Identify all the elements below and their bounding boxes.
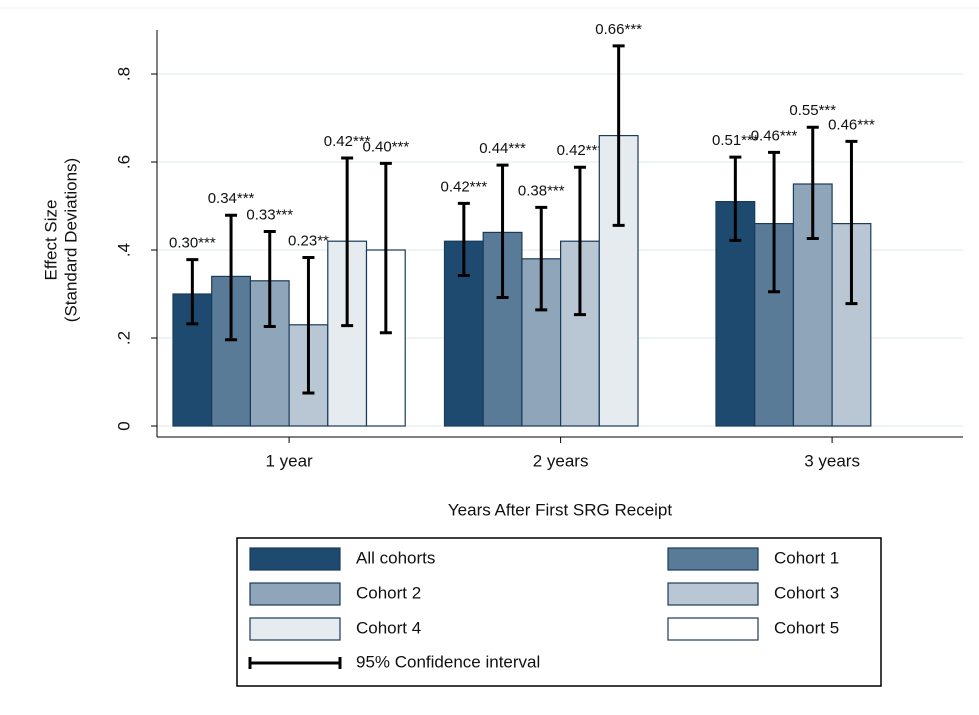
error-bar bbox=[379, 161, 392, 335]
legend-label: Cohort 1 bbox=[774, 548, 839, 567]
error-bar bbox=[729, 155, 742, 242]
error-bar bbox=[457, 201, 470, 278]
error-bar bbox=[263, 230, 276, 329]
legend-ci-symbol bbox=[248, 657, 342, 669]
x-axis-title: Years After First SRG Receipt bbox=[448, 500, 673, 519]
legend-label: Cohort 3 bbox=[774, 583, 839, 602]
error-bar bbox=[806, 125, 819, 241]
y-axis-title: Effect Size bbox=[41, 200, 60, 281]
legend-swatch bbox=[667, 547, 759, 571]
y-tick-label: 0 bbox=[114, 421, 133, 430]
legend-swatch bbox=[667, 582, 759, 606]
legend-label: Cohort 5 bbox=[774, 618, 839, 637]
error-bar bbox=[612, 44, 625, 227]
value-label: 0.33*** bbox=[246, 206, 293, 223]
value-label: 0.42*** bbox=[557, 142, 604, 159]
error-bar bbox=[341, 156, 354, 328]
y-tick-label: .4 bbox=[114, 243, 133, 257]
value-label: 0.46*** bbox=[751, 127, 798, 144]
value-label: 0.66*** bbox=[595, 21, 642, 38]
error-bar bbox=[302, 255, 315, 395]
value-label: 0.23** bbox=[288, 232, 329, 249]
x-tick-label: 3 years bbox=[804, 451, 860, 470]
legend-swatch bbox=[249, 582, 341, 606]
y-axis-title: (Standard Deviations) bbox=[61, 158, 80, 322]
value-label: 0.40*** bbox=[362, 138, 409, 155]
error-bar bbox=[845, 139, 858, 306]
legend-swatch bbox=[249, 547, 341, 571]
error-bar bbox=[225, 213, 238, 342]
y-tick-label: .2 bbox=[114, 331, 133, 345]
error-bar bbox=[186, 258, 199, 326]
value-label: 0.55*** bbox=[789, 102, 836, 119]
value-label: 0.44*** bbox=[479, 140, 526, 157]
error-bar bbox=[573, 165, 586, 317]
value-label: 0.42*** bbox=[324, 133, 371, 150]
value-label: 0.51*** bbox=[712, 132, 759, 149]
value-label: 0.34*** bbox=[208, 190, 255, 207]
error-bar bbox=[535, 205, 548, 312]
value-label: 0.30*** bbox=[169, 235, 216, 252]
legend-swatch bbox=[667, 617, 759, 641]
legend-swatch bbox=[249, 617, 341, 641]
legend-box bbox=[236, 537, 882, 687]
value-label: 0.46*** bbox=[828, 116, 875, 133]
legend-label: Cohort 4 bbox=[356, 618, 421, 637]
error-bar bbox=[768, 150, 781, 294]
x-tick-label: 1 year bbox=[265, 451, 313, 470]
y-tick-label: .8 bbox=[114, 67, 133, 81]
error-bar bbox=[496, 163, 509, 300]
x-tick-label: 2 years bbox=[533, 451, 589, 470]
legend-label: 95% Confidence interval bbox=[356, 652, 540, 671]
y-tick-label: .6 bbox=[114, 155, 133, 169]
legend-label: All cohorts bbox=[356, 548, 435, 567]
legend-label: Cohort 2 bbox=[356, 583, 421, 602]
value-label: 0.38*** bbox=[518, 182, 565, 199]
value-label: 0.42*** bbox=[440, 178, 487, 195]
